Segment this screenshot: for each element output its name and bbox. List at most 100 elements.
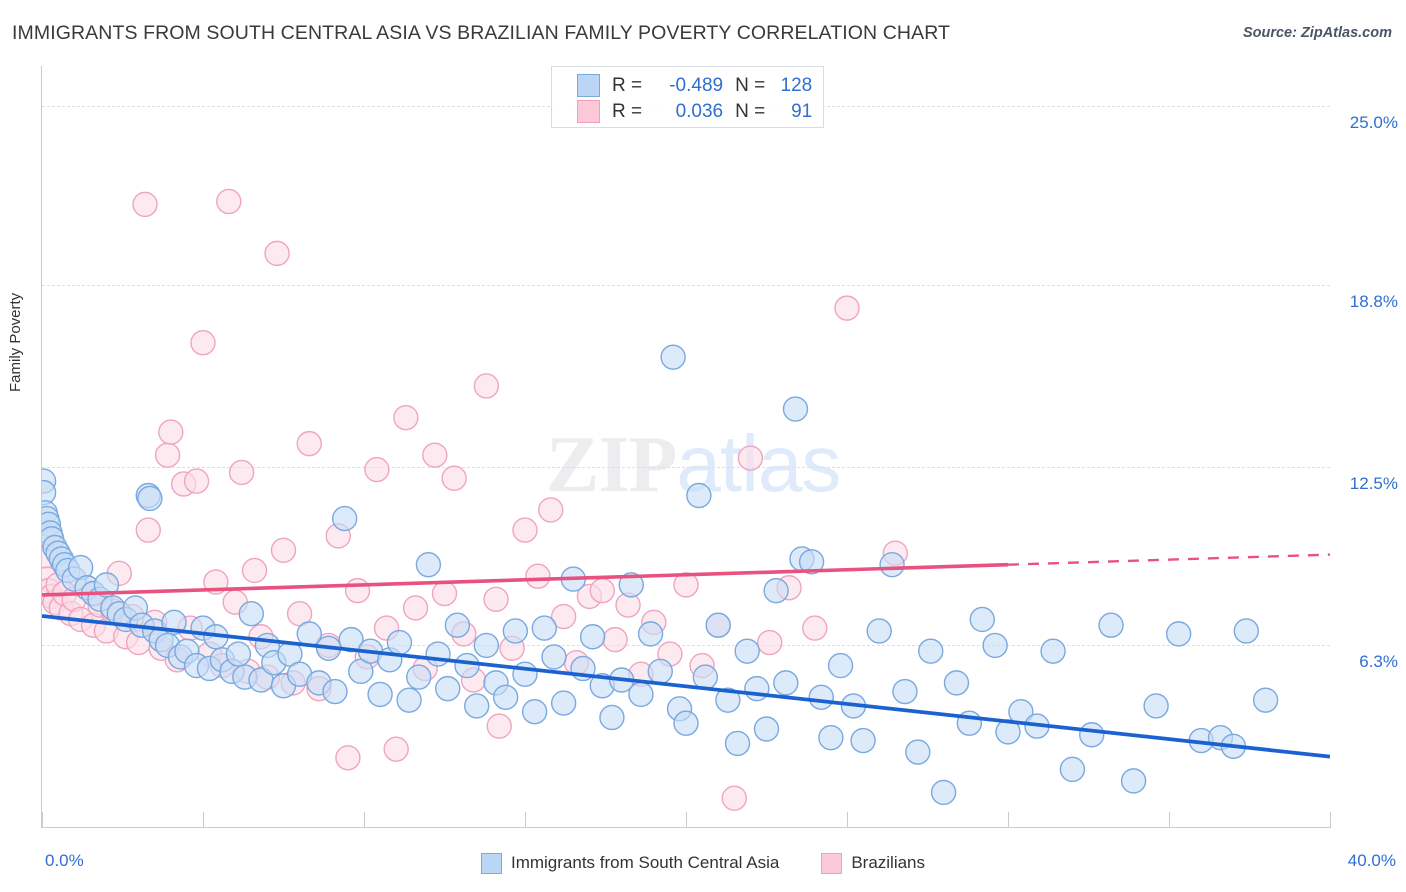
- scatter-point: [798, 549, 825, 575]
- gridline: [42, 285, 1330, 287]
- scatter-point: [190, 330, 216, 356]
- scatter-point: [1120, 768, 1147, 794]
- scatter-point: [734, 638, 760, 664]
- x-tick: [847, 812, 848, 827]
- scatter-point: [1233, 618, 1259, 644]
- scatter-point: [132, 191, 158, 218]
- x-tick: [686, 812, 687, 827]
- legend-r-value-pink: 0.036: [675, 100, 724, 122]
- scatter-point: [773, 670, 799, 696]
- source-attribution: Source: ZipAtlas.com: [1242, 25, 1392, 41]
- scatter-point: [647, 658, 673, 685]
- scatter-point: [692, 664, 719, 690]
- scatter-point: [483, 586, 509, 612]
- scatter-point: [866, 618, 892, 644]
- trend-line: [42, 614, 1330, 759]
- scatter-point: [1165, 621, 1192, 647]
- scatter-point: [344, 577, 371, 604]
- stats-legend: R = -0.489 N = 128 R = 0.036 N = 91: [551, 66, 824, 128]
- x-tick: [1169, 812, 1170, 827]
- legend-label-immigrants: Immigrants from South Central Asia: [510, 853, 780, 872]
- scatter-point: [721, 785, 747, 811]
- scatter-point: [386, 629, 413, 656]
- scatter-point: [492, 684, 519, 710]
- gridline: [42, 466, 1330, 468]
- gridline: [42, 645, 1330, 647]
- scatter-point: [322, 678, 348, 705]
- scatter-point: [393, 404, 419, 431]
- scatter-point: [1079, 722, 1105, 748]
- scatter-point: [705, 612, 731, 638]
- x-axis-max-label: 40.0%: [1347, 851, 1396, 870]
- scatter-point: [1252, 687, 1279, 713]
- scatter-point: [454, 652, 480, 679]
- scatter-point: [264, 240, 290, 267]
- scatter-point: [137, 485, 163, 512]
- stats-legend-row-pink: R = 0.036 N = 91: [552, 98, 825, 125]
- legend-item-immigrants[interactable]: Immigrants from South Central Asia: [480, 852, 780, 874]
- scatter-point: [435, 675, 461, 702]
- legend-r-value-blue: -0.489: [669, 74, 724, 96]
- legend-swatch-pink: [577, 100, 600, 123]
- scatter-point: [1059, 756, 1086, 783]
- scatter-point: [579, 624, 606, 650]
- scatter-point: [383, 736, 409, 762]
- scatter-point: [512, 517, 538, 543]
- scatter-point: [818, 724, 844, 751]
- scatter-point: [93, 572, 120, 598]
- scatter-point: [521, 698, 548, 725]
- y-axis-line: [41, 66, 42, 828]
- scatter-point: [982, 632, 1008, 659]
- legend-r-label-pink: R =: [612, 100, 643, 122]
- scatter-point: [802, 615, 828, 641]
- scatter-point: [808, 684, 834, 710]
- series-legend: Immigrants from South Central Asia Brazi…: [0, 848, 1406, 878]
- scatter-point: [589, 577, 615, 604]
- legend-item-brazilians[interactable]: Brazilians: [821, 852, 926, 874]
- scatter-point: [473, 373, 500, 399]
- scatter-point: [402, 595, 429, 621]
- x-tick: [1330, 812, 1331, 827]
- scatter-point: [599, 704, 625, 731]
- scatter-point: [335, 745, 361, 771]
- y-tick-label: 25.0%: [1349, 113, 1398, 133]
- scatter-point: [241, 557, 268, 584]
- scatter-point: [183, 468, 210, 494]
- scatter-point: [531, 615, 558, 641]
- scatter-point: [296, 430, 322, 457]
- scatter-point: [270, 537, 297, 563]
- y-tick-label: 12.5%: [1349, 473, 1398, 493]
- scatter-point: [396, 687, 422, 713]
- scatter-point: [930, 779, 957, 806]
- legend-r-label-blue: R =: [612, 74, 643, 96]
- scatter-point: [637, 621, 664, 647]
- scatter-point: [225, 641, 252, 667]
- x-axis-line: [41, 827, 1331, 828]
- legend-label-brazilians: Brazilians: [851, 853, 926, 872]
- scatter-point: [969, 606, 995, 633]
- scatter-point: [464, 693, 490, 719]
- scatter-point: [943, 670, 970, 696]
- scatter-point: [406, 664, 432, 690]
- scatter-point: [602, 626, 628, 653]
- y-tick-label: 18.8%: [1349, 292, 1398, 312]
- scatter-point: [135, 517, 161, 543]
- scatter-point: [737, 445, 764, 471]
- scatter-point: [228, 459, 255, 486]
- scatter-point: [550, 603, 577, 630]
- scatter-point: [628, 681, 654, 708]
- legend-color-box-pink: [821, 852, 843, 874]
- legend-n-label-pink: N =: [735, 100, 766, 122]
- scatter-point: [763, 577, 789, 604]
- scatter-point: [238, 600, 265, 627]
- x-tick: [42, 812, 43, 827]
- scatter-point: [660, 344, 686, 370]
- scatter-point: [1143, 693, 1169, 719]
- scatter-point: [422, 442, 448, 468]
- scatter-point: [502, 618, 529, 644]
- scatter-point: [686, 482, 712, 509]
- scatter-point: [673, 710, 699, 736]
- scatter-point: [827, 652, 854, 679]
- scatter-point: [415, 551, 442, 578]
